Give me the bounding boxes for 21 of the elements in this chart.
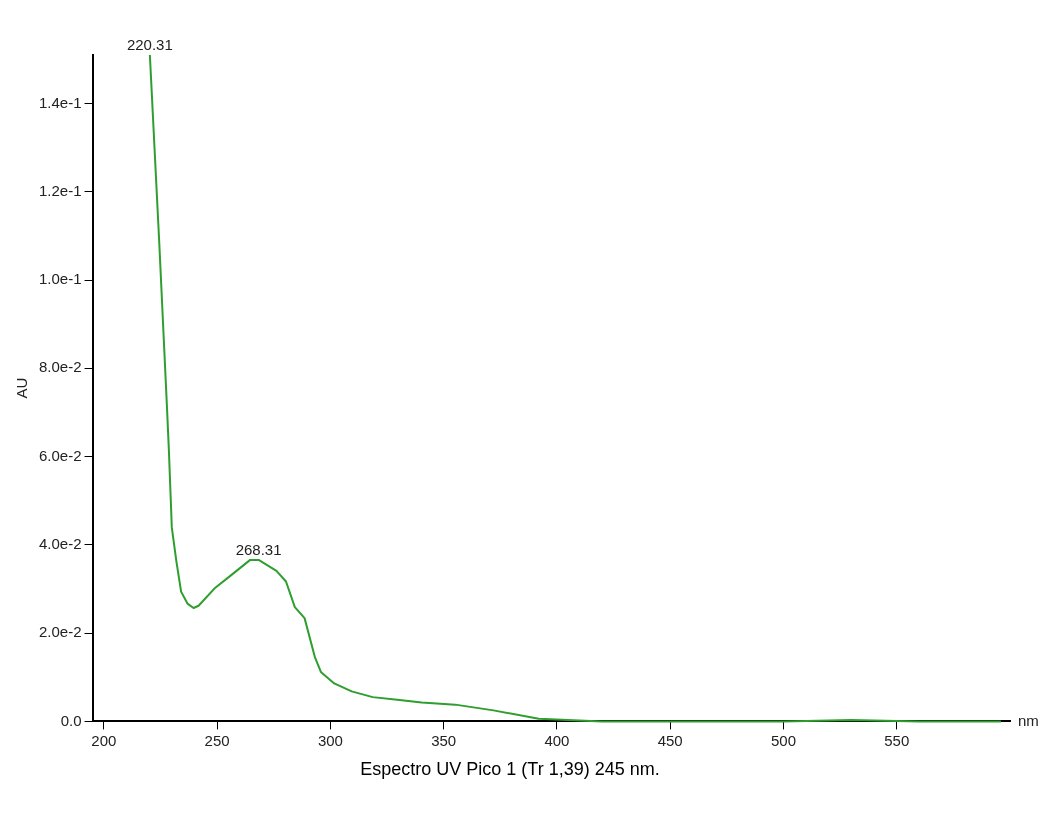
y-tick-label: 4.0e-2 bbox=[38, 535, 82, 553]
annotation: 220.31 bbox=[126, 35, 173, 53]
x-tick-label: 450 bbox=[657, 731, 683, 749]
y-tick-label: 2.0e-2 bbox=[38, 623, 82, 641]
x-tick-label: 400 bbox=[544, 731, 570, 749]
y-tick-label: 0.0 bbox=[60, 711, 82, 729]
y-tick-label: 8.0e-2 bbox=[38, 358, 82, 376]
x-axis-title: nm bbox=[1018, 711, 1039, 729]
y-tick-label: 1.4e-1 bbox=[38, 93, 82, 111]
x-tick-label: 550 bbox=[884, 731, 910, 749]
x-tick-label: 200 bbox=[91, 731, 117, 749]
y-tick-label: 1.0e-1 bbox=[38, 270, 82, 288]
x-tick-label: 350 bbox=[431, 731, 457, 749]
y-axis-title: AU bbox=[13, 377, 31, 399]
annotation: 268.31 bbox=[235, 540, 282, 558]
y-tick-label: 6.0e-2 bbox=[38, 446, 82, 464]
y-tick-label: 1.2e-1 bbox=[38, 181, 82, 199]
x-tick-label: 500 bbox=[770, 731, 796, 749]
x-tick-label: 300 bbox=[317, 731, 343, 749]
text: Espectro UV Pico 1 (Tr 1,39) 245 nm. bbox=[360, 759, 660, 780]
x-tick-label: 250 bbox=[204, 731, 230, 749]
